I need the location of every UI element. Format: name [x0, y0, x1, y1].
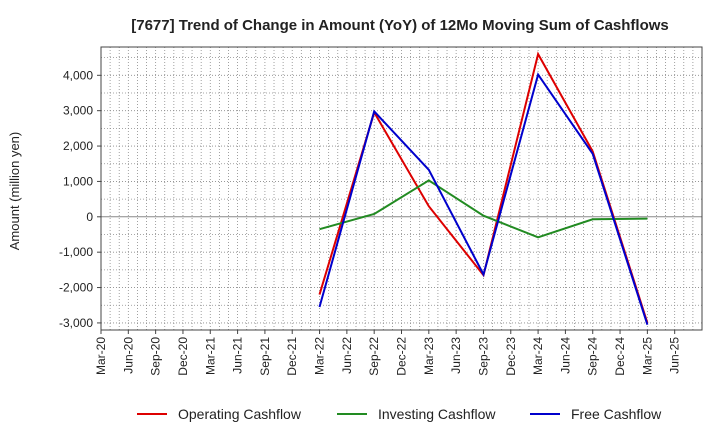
x-tick-label: Mar-23 [422, 337, 436, 375]
x-tick-label: Dec-20 [176, 337, 190, 376]
x-tick-label: Mar-20 [94, 337, 108, 375]
x-tick-labels: Mar-20 Jun-20 Sep-20 Dec-20 Mar-21 Jun-21 Sep-… [94, 330, 682, 376]
x-tick-label: Dec-21 [285, 337, 299, 376]
x-tick-label: Dec-22 [395, 337, 409, 376]
y-tick-label: 2,000 [63, 139, 93, 153]
x-tick-label: Dec-23 [504, 337, 518, 376]
x-tick-label: Sep-21 [258, 337, 272, 376]
x-tick-label: Jun-21 [231, 337, 245, 374]
x-tick-label: Sep-24 [586, 337, 600, 376]
x-tick-label: Sep-23 [476, 337, 490, 376]
series-layer [318, 51, 649, 326]
x-tick-label: Sep-22 [367, 337, 381, 376]
legend: Operating Cashflow Investing Cashflow Free… [137, 406, 662, 422]
y-tick-label: -1,000 [59, 245, 93, 259]
series-line-free-cashflow [318, 72, 649, 326]
legend-label: Operating Cashflow [178, 406, 302, 422]
x-tick-label: Jun-23 [449, 337, 463, 374]
x-tick-label: Mar-24 [531, 337, 545, 375]
grid-layer [101, 47, 702, 330]
y-tick-label: 4,000 [63, 68, 93, 82]
x-tick-label: Mar-22 [313, 337, 327, 375]
y-tick-labels: -3,000 -2,000 -1,000 0 1,000 2,000 3,000 4,000 [59, 68, 101, 330]
legend-label: Free Cashflow [571, 406, 662, 422]
x-tick-label: Sep-20 [149, 337, 163, 376]
x-tick-label: Jun-24 [558, 337, 572, 374]
chart-title: [7677] Trend of Change in Amount (YoY) o… [131, 17, 669, 34]
series-line-investing-cashflow [319, 179, 648, 239]
x-tick-label: Jun-25 [668, 337, 682, 374]
x-tick-label: Mar-25 [640, 337, 654, 375]
x-tick-label: Jun-20 [121, 337, 135, 374]
y-tick-label: -3,000 [59, 316, 93, 330]
x-tick-label: Jun-22 [340, 337, 354, 374]
y-axis-label: Amount (million yen) [7, 132, 22, 251]
legend-label: Investing Cashflow [378, 406, 496, 422]
y-tick-label: -2,000 [59, 281, 93, 295]
x-tick-label: Mar-21 [203, 337, 217, 375]
y-tick-label: 1,000 [63, 174, 93, 188]
x-tick-label: Dec-24 [613, 337, 627, 376]
y-tick-label: 3,000 [63, 104, 93, 118]
y-tick-label: 0 [86, 210, 93, 224]
